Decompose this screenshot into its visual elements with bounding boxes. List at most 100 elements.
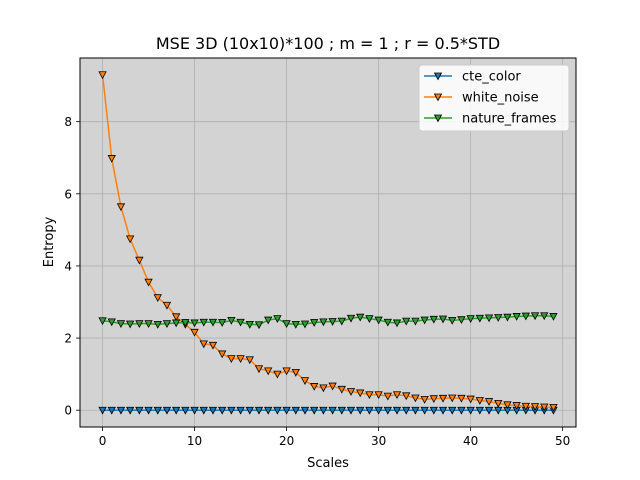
data-point (264, 316, 273, 325)
legend: cte_color white_noise nature_frames (418, 64, 570, 132)
data-point (374, 406, 383, 415)
data-point (218, 350, 227, 359)
data-point (448, 394, 457, 403)
data-point (475, 314, 485, 323)
data-point (125, 235, 135, 244)
data-point (171, 406, 181, 415)
data-point (466, 395, 475, 404)
data-point (208, 406, 218, 415)
axes-frame (79, 57, 577, 428)
data-point (254, 365, 264, 374)
data-point (291, 406, 300, 415)
legend-box (418, 64, 570, 132)
data-point (300, 377, 310, 385)
legend-label: white_noise (462, 91, 539, 106)
data-point (153, 294, 162, 303)
chart-title: MSE 3D (10x10)*100 ; m = 1 ; r = 0.5*STD (156, 34, 500, 53)
legend-label: nature_frames (462, 112, 557, 127)
data-point (521, 402, 531, 411)
x-tick-label: 0 (99, 434, 107, 448)
data-point (429, 406, 438, 415)
data-point (494, 399, 503, 408)
data-point (181, 406, 190, 415)
y-tick-label: 6 (64, 187, 72, 201)
data-point (549, 403, 558, 412)
x-tick-label: 40 (463, 434, 478, 448)
data-point (282, 406, 291, 415)
data-point (484, 314, 494, 323)
data-point (420, 316, 429, 325)
data-point (125, 320, 135, 329)
data-point (98, 406, 107, 415)
data-point (530, 403, 540, 411)
data-point (328, 318, 337, 326)
data-point (411, 317, 420, 326)
y-tick-label: 4 (64, 259, 72, 273)
data-point (466, 406, 475, 415)
data-point (402, 317, 411, 326)
x-tick-label: 30 (371, 434, 386, 448)
series-cte-color (98, 406, 558, 415)
data-point (171, 319, 181, 328)
y-axis-label: Entropy (42, 216, 57, 267)
data-point (245, 320, 254, 329)
data-point (264, 367, 273, 376)
data-point (218, 406, 227, 415)
data-point (484, 398, 494, 406)
data-point (107, 406, 116, 415)
data-point (208, 341, 218, 350)
data-point (116, 406, 126, 415)
data-point (227, 317, 236, 325)
data-point (135, 256, 144, 265)
data-point (162, 320, 172, 329)
data-point (300, 320, 310, 329)
data-point (540, 403, 549, 412)
data-point (356, 406, 365, 415)
y-axis-ticks: 0 2 4 6 8 (64, 115, 80, 418)
data-point (328, 406, 337, 415)
data-point (264, 406, 273, 415)
x-axis-label: Scales (307, 456, 349, 471)
data-point (199, 406, 208, 415)
data-point (153, 320, 162, 329)
data-point (420, 406, 429, 415)
data-point (218, 319, 227, 327)
data-point (254, 321, 264, 330)
data-point (144, 406, 153, 415)
data-point (429, 315, 438, 324)
data-point (457, 316, 466, 325)
data-point (429, 395, 438, 404)
data-point (411, 394, 420, 403)
data-point (530, 312, 540, 321)
data-point (549, 313, 558, 321)
data-point (227, 355, 236, 363)
y-tick-label: 0 (64, 404, 72, 418)
data-point (337, 385, 346, 394)
data-point (466, 315, 475, 323)
data-point (116, 203, 126, 212)
data-point (98, 71, 107, 80)
data-point (402, 392, 411, 401)
data-point (310, 383, 319, 391)
data-point (457, 406, 466, 415)
legend-marker (433, 93, 443, 102)
legend-label: cte_color (462, 70, 521, 85)
data-point (365, 406, 374, 415)
data-point (273, 370, 282, 379)
data-point (438, 394, 448, 403)
data-point (383, 406, 392, 415)
data-point (438, 406, 448, 415)
data-point (181, 319, 190, 327)
data-point (356, 313, 365, 322)
data-point (135, 320, 144, 329)
data-point (319, 384, 328, 393)
data-point (512, 313, 521, 321)
data-point (494, 314, 503, 322)
data-point (199, 340, 208, 349)
data-point (392, 319, 402, 328)
data-point (144, 320, 153, 329)
data-point (365, 315, 374, 323)
data-point (475, 397, 485, 405)
data-point (383, 392, 392, 401)
data-point (300, 406, 310, 415)
